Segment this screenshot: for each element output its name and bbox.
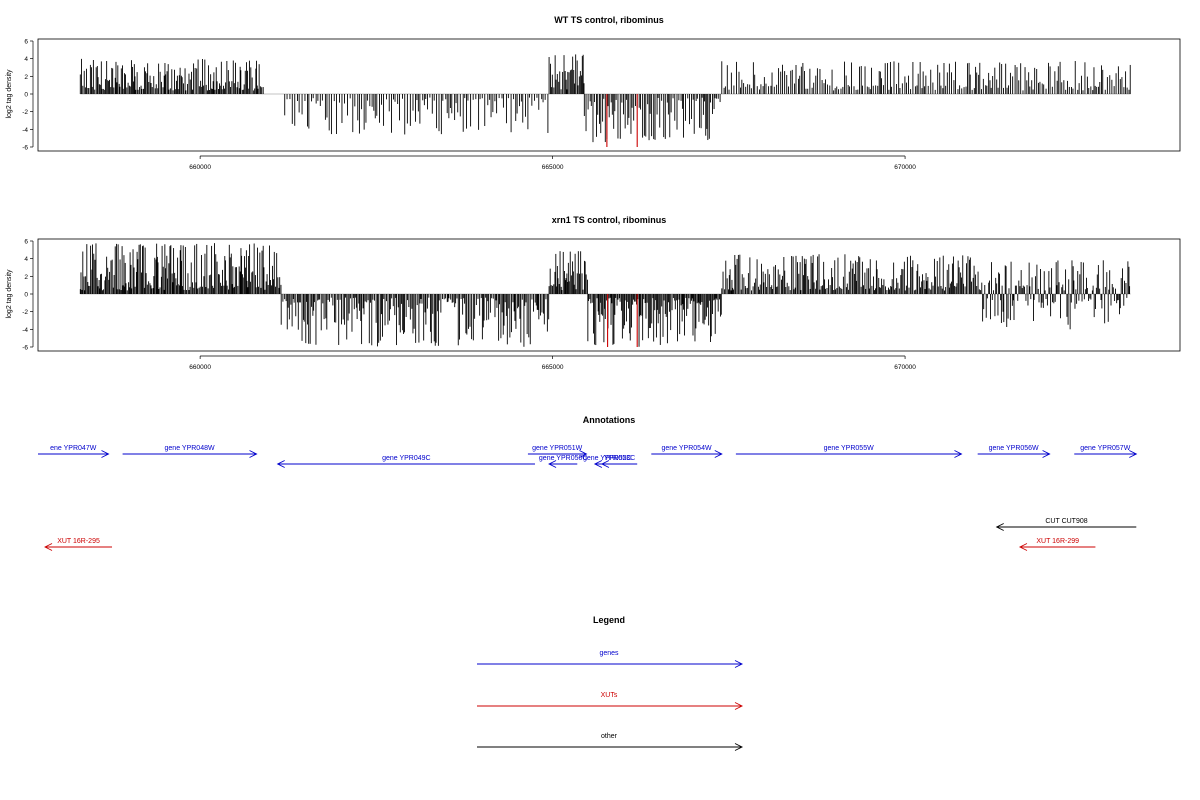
annotations-panel: Annotations ene YPR047W gene YPR048W gene … [38, 415, 1138, 551]
feature-label: CUT CUT908 [1045, 518, 1087, 525]
x-tick-label: 670000 [894, 164, 916, 171]
y-tick-label: -6 [22, 345, 28, 352]
feature-arrowhead [954, 450, 963, 458]
feature-label: gene YPR049C [382, 455, 431, 462]
feature-arrowhead [714, 450, 723, 458]
feature-label: XUT 16R-299 [1036, 538, 1079, 545]
y-tick-label: 2 [24, 74, 28, 81]
x-tick-label: 660000 [189, 364, 211, 371]
y-tick-label: 4 [24, 56, 28, 63]
legend-arrowhead [734, 660, 744, 668]
annotation-feature: XUT 16R-299 [1018, 538, 1096, 551]
annotation-feature: gene YPR054W [651, 445, 723, 458]
feature-label: gene YPR055W [824, 445, 874, 452]
y-tick-label: 6 [24, 39, 28, 46]
wt-track-plot-frame [37, 38, 1181, 152]
y-tick-label: 0 [24, 92, 28, 99]
feature-arrowhead [276, 460, 285, 468]
xrn1-track-plot-frame [37, 238, 1181, 352]
wt-track-ylabel: log2 tag density [6, 69, 13, 119]
feature-label: gene YPR057W [1080, 445, 1130, 452]
legend-items: genes XUTs other [477, 650, 744, 751]
y-tick-label: -4 [22, 327, 28, 334]
feature-arrowhead [249, 450, 258, 458]
annotations-title: Annotations [583, 415, 636, 425]
feature-label: ene YPR047W [50, 445, 97, 452]
feature-arrowhead [101, 450, 110, 458]
xrn1-track-title: xrn1 TS control, ribominus [552, 215, 667, 225]
legend-item-genes: genes [477, 650, 744, 668]
annotation-feature: gene YPR048W [122, 445, 258, 458]
feature-label: YPR053C [604, 455, 635, 462]
annotation-feature: gene YPR051W [527, 445, 588, 458]
xrn1-track-ylabel: log2 tag density [6, 269, 13, 319]
y-tick-label: -2 [22, 309, 28, 316]
annotation-feature: gene YPR049C [276, 455, 535, 468]
annotation-feature: XUT 16R-295 [44, 538, 113, 551]
feature-label: gene YPR056W [989, 445, 1039, 452]
annotation-feature: YPR053C [600, 455, 638, 468]
y-tick-label: 4 [24, 256, 28, 263]
x-tick-label: 665000 [542, 364, 564, 371]
feature-arrowhead [1042, 450, 1051, 458]
x-tick-label: 670000 [894, 364, 916, 371]
feature-arrowhead [1018, 543, 1028, 551]
xrn1-track-x-axis: 660000 665000 670000 [189, 355, 916, 371]
wt-track-bars [79, 54, 1131, 147]
feature-label: gene YPR052C [583, 455, 632, 462]
legend-arrowhead [734, 702, 744, 710]
legend-panel: Legend genes XUTs other [477, 615, 744, 751]
feature-label: gene YPR051W [532, 445, 582, 452]
feature-label: gene YPR050C [539, 455, 588, 462]
legend-item-label: genes [599, 650, 619, 657]
wt-track-panel: WT TS control, ribominus log2 tag densit… [6, 15, 1181, 171]
wt-track-x-axis: 660000 665000 670000 [189, 155, 916, 171]
wt-track-title: WT TS control, ribominus [554, 15, 664, 25]
annotation-feature: gene YPR056W [977, 445, 1051, 458]
feature-label: gene YPR054W [662, 445, 712, 452]
annotation-features: ene YPR047W gene YPR048W gene YPR049C gene … [38, 445, 1138, 551]
annotation-feature: gene YPR057W [1074, 445, 1138, 458]
legend-item-label: XUTs [601, 692, 618, 699]
xrn1-track-panel: xrn1 TS control, ribominus log2 tag dens… [6, 215, 1181, 371]
x-tick-label: 660000 [189, 164, 211, 171]
feature-arrowhead [44, 543, 53, 551]
annotation-feature: CUT CUT908 [995, 518, 1137, 531]
y-tick-label: -2 [22, 109, 28, 116]
y-tick-label: -4 [22, 127, 28, 134]
feature-arrowhead [1129, 450, 1138, 458]
y-tick-label: 2 [24, 274, 28, 281]
y-tick-label: 0 [24, 292, 28, 299]
y-tick-label: 6 [24, 239, 28, 246]
annotation-feature: gene YPR055W [735, 445, 963, 458]
legend-item-xuts: XUTs [477, 692, 744, 710]
feature-arrowhead [548, 460, 557, 468]
feature-label: XUT 16R-295 [57, 538, 100, 545]
xrn1-track-y-axis: 6 4 2 0 -2 -4 -6 [22, 239, 34, 352]
legend-item-other: other [477, 733, 744, 751]
feature-arrowhead [600, 460, 610, 468]
feature-arrowhead [995, 523, 1004, 531]
feature-label: gene YPR048W [165, 445, 215, 452]
annotation-feature: gene YPR050C [539, 455, 588, 468]
legend-item-label: other [601, 733, 618, 740]
legend-arrowhead [734, 743, 744, 751]
legend-title: Legend [593, 615, 625, 625]
y-tick-label: -6 [22, 145, 28, 152]
xrn1-track-bars [79, 243, 1131, 347]
wt-track-y-axis: 6 4 2 0 -2 -4 -6 [22, 39, 34, 152]
annotation-feature: ene YPR047W [38, 445, 110, 458]
feature-arrowhead [593, 460, 603, 468]
feature-arrowhead [579, 450, 588, 458]
x-tick-label: 665000 [542, 164, 564, 171]
